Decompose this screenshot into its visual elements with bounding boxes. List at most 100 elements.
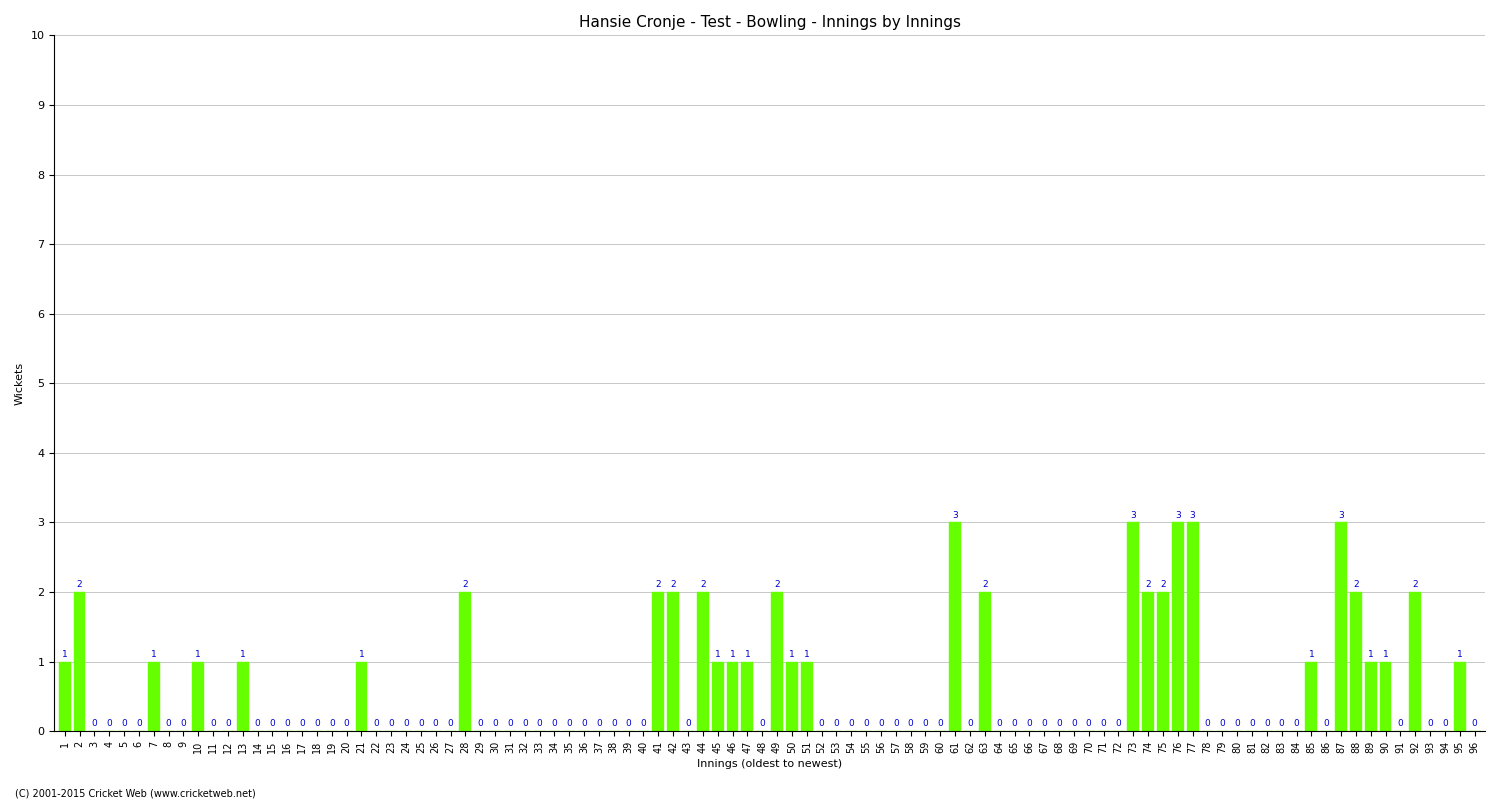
Text: 0: 0 (1204, 719, 1210, 729)
Bar (980, 592, 992, 731)
Text: 0: 0 (255, 719, 261, 729)
Text: 0: 0 (686, 719, 692, 729)
Bar (1350, 592, 1362, 731)
Bar (1380, 662, 1392, 731)
Text: 0: 0 (878, 719, 884, 729)
Text: 0: 0 (1234, 719, 1240, 729)
Text: 1: 1 (804, 650, 810, 659)
Bar (786, 662, 798, 731)
Text: 2: 2 (1146, 580, 1150, 590)
Text: 0: 0 (552, 719, 558, 729)
Bar (726, 662, 738, 731)
Text: 0: 0 (1323, 719, 1329, 729)
Bar (74, 592, 86, 731)
Bar (1335, 522, 1347, 731)
Bar (771, 592, 783, 731)
Y-axis label: Wickets: Wickets (15, 362, 26, 405)
Text: 1: 1 (152, 650, 156, 659)
Bar (1142, 592, 1154, 731)
Text: 2: 2 (1413, 580, 1418, 590)
Text: 3: 3 (952, 510, 958, 520)
Text: 2: 2 (656, 580, 662, 590)
Text: 0: 0 (537, 719, 543, 729)
Text: 0: 0 (834, 719, 840, 729)
Text: 0: 0 (165, 719, 171, 729)
Text: 1: 1 (240, 650, 246, 659)
Bar (1454, 662, 1466, 731)
Bar (652, 592, 664, 731)
Text: 0: 0 (1086, 719, 1092, 729)
Text: 1: 1 (195, 650, 201, 659)
Text: 0: 0 (908, 719, 914, 729)
Text: 0: 0 (106, 719, 112, 729)
Bar (698, 592, 709, 731)
Bar (192, 662, 204, 731)
Text: 0: 0 (759, 719, 765, 729)
Text: 0: 0 (1264, 719, 1269, 729)
Text: 0: 0 (388, 719, 394, 729)
Text: 0: 0 (1116, 719, 1122, 729)
Bar (668, 592, 680, 731)
Text: 0: 0 (892, 719, 898, 729)
Text: 2: 2 (1160, 580, 1166, 590)
Bar (741, 662, 753, 731)
Text: 0: 0 (136, 719, 141, 729)
Text: 0: 0 (92, 719, 98, 729)
Text: 0: 0 (1071, 719, 1077, 729)
Text: 1: 1 (789, 650, 795, 659)
Text: 2: 2 (774, 580, 780, 590)
Text: 0: 0 (1011, 719, 1017, 729)
Text: 2: 2 (1353, 580, 1359, 590)
Bar (1186, 522, 1198, 731)
Text: 0: 0 (492, 719, 498, 729)
Text: 0: 0 (610, 719, 616, 729)
Text: 0: 0 (922, 719, 928, 729)
X-axis label: Innings (oldest to newest): Innings (oldest to newest) (698, 759, 842, 769)
Text: 0: 0 (849, 719, 853, 729)
Bar (1128, 522, 1138, 731)
Text: 0: 0 (180, 719, 186, 729)
Text: 0: 0 (210, 719, 216, 729)
Text: 0: 0 (404, 719, 410, 729)
Text: 0: 0 (1220, 719, 1226, 729)
Text: 1: 1 (1383, 650, 1389, 659)
Text: 1: 1 (62, 650, 68, 659)
Text: 0: 0 (1280, 719, 1284, 729)
Text: 0: 0 (1293, 719, 1299, 729)
Text: 1: 1 (1368, 650, 1374, 659)
Bar (237, 662, 249, 731)
Text: 0: 0 (374, 719, 380, 729)
Text: 0: 0 (567, 719, 572, 729)
Bar (1365, 662, 1377, 731)
Text: 0: 0 (1472, 719, 1478, 729)
Bar (1410, 592, 1420, 731)
Text: 1: 1 (744, 650, 750, 659)
Bar (1305, 662, 1317, 731)
Text: 0: 0 (1250, 719, 1256, 729)
Text: 0: 0 (1398, 719, 1404, 729)
Text: 0: 0 (314, 719, 320, 729)
Bar (1172, 522, 1184, 731)
Text: 0: 0 (344, 719, 350, 729)
Bar (1156, 592, 1168, 731)
Text: 0: 0 (225, 719, 231, 729)
Text: 2: 2 (76, 580, 82, 590)
Text: 2: 2 (462, 580, 468, 590)
Text: 0: 0 (1026, 719, 1032, 729)
Text: 0: 0 (507, 719, 513, 729)
Text: 0: 0 (580, 719, 586, 729)
Text: 3: 3 (1190, 510, 1196, 520)
Text: 0: 0 (447, 719, 453, 729)
Text: 0: 0 (433, 719, 438, 729)
Text: 0: 0 (819, 719, 825, 729)
Text: 0: 0 (938, 719, 944, 729)
Text: 3: 3 (1338, 510, 1344, 520)
Text: 0: 0 (285, 719, 290, 729)
Text: 0: 0 (522, 719, 528, 729)
Text: 1: 1 (729, 650, 735, 659)
Text: 1: 1 (358, 650, 364, 659)
Text: 0: 0 (998, 719, 1002, 729)
Text: 1: 1 (1456, 650, 1462, 659)
Bar (801, 662, 813, 731)
Text: 0: 0 (270, 719, 276, 729)
